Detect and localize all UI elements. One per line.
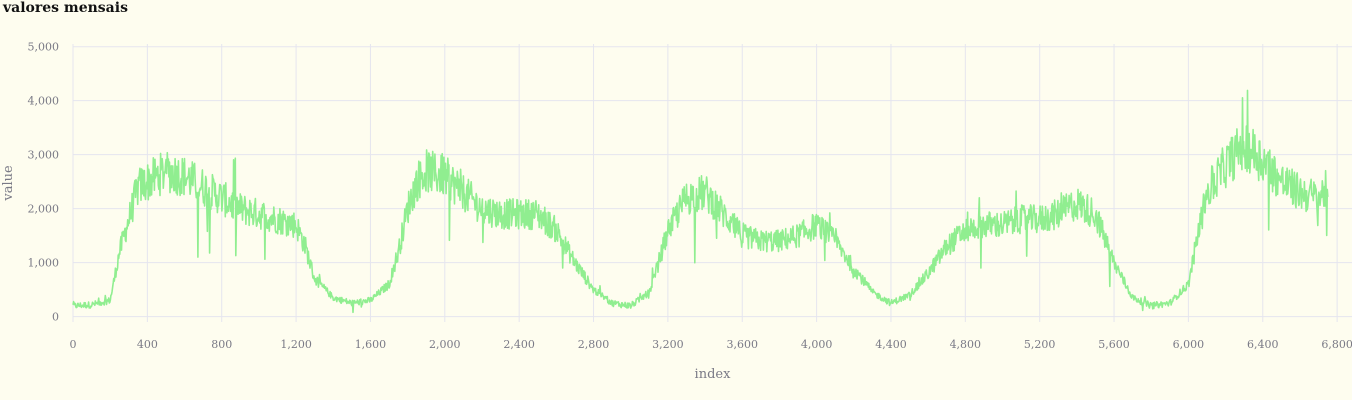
x-tick-label: 6,000 — [1173, 338, 1205, 351]
x-tick-label: 1,200 — [280, 338, 312, 351]
x-tick-label: 4,400 — [875, 338, 907, 351]
chart-title: valores mensais — [3, 0, 128, 16]
x-tick-label: 4,000 — [801, 338, 833, 351]
x-tick-label: 2,400 — [503, 338, 535, 351]
x-tick-label: 6,800 — [1321, 338, 1352, 351]
x-tick-label: 5,200 — [1024, 338, 1056, 351]
tick-labels: 0 400 800 1,200 1,600 2,000 2,400 2,800 3,200 3,6… — [28, 41, 1352, 351]
y-tick-label: 1,000 — [28, 257, 60, 270]
x-tick-label: 2,000 — [429, 338, 461, 351]
x-tick-label: 3,600 — [726, 338, 758, 351]
grid — [72, 44, 1352, 322]
x-axis-label: index — [695, 367, 732, 382]
y-tick-label: 2,000 — [28, 203, 60, 216]
x-tick-label: 5,600 — [1098, 338, 1130, 351]
y-tick-label: 0 — [52, 311, 59, 324]
x-tick-label: 0 — [70, 338, 77, 351]
y-tick-label: 5,000 — [28, 41, 60, 54]
x-tick-label: 4,800 — [950, 338, 982, 351]
series-line — [72, 89, 1329, 314]
y-axis-label: value — [1, 165, 16, 202]
y-tick-label: 3,000 — [28, 149, 60, 162]
series-layer — [72, 89, 1329, 314]
y-tick-label: 4,000 — [28, 95, 60, 108]
x-tick-label: 400 — [137, 338, 158, 351]
x-tick-label: 800 — [211, 338, 232, 351]
x-tick-label: 1,600 — [355, 338, 387, 351]
x-tick-label: 6,400 — [1247, 338, 1279, 351]
x-tick-label: 3,200 — [652, 338, 684, 351]
x-tick-label: 2,800 — [578, 338, 610, 351]
